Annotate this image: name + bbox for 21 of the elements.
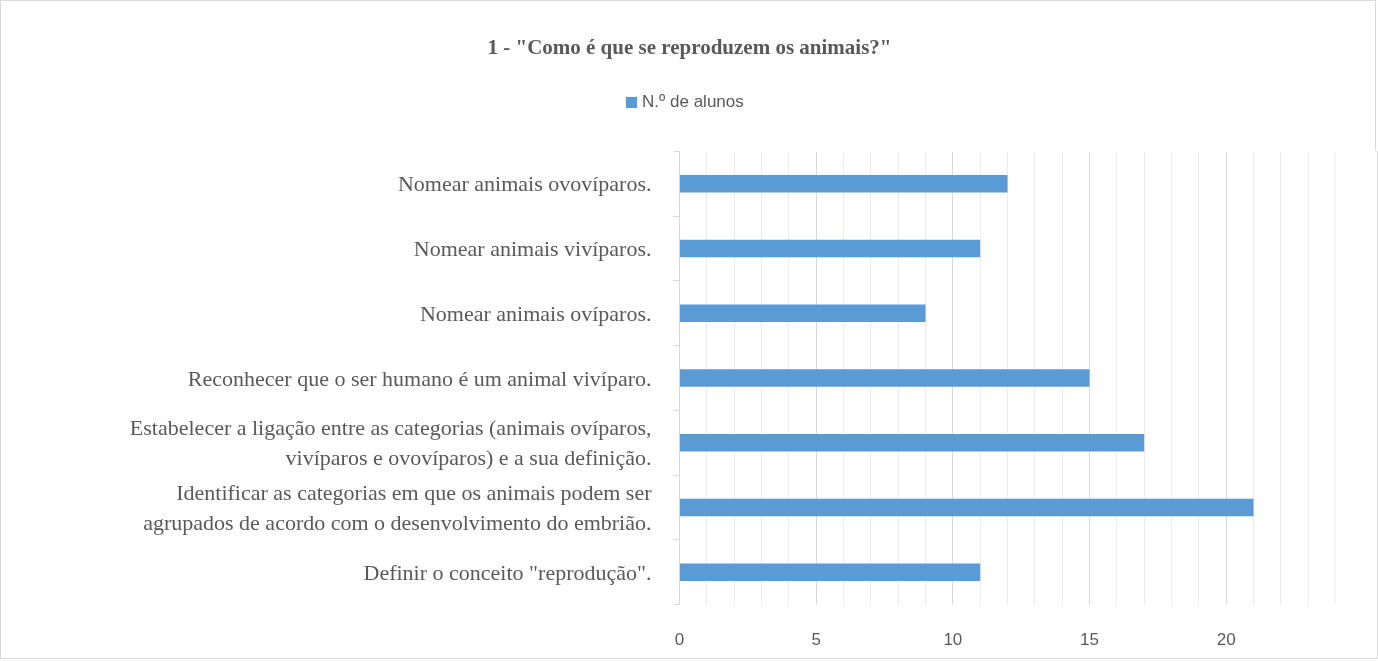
y-tick-label: Estabelecer a ligação entre as categorias (animais ovíparos, vivíparos e ovovíparos) e a sua definição. [129,415,652,471]
x-tick-label: 5 [811,629,821,649]
y-tick-label: Nomear animais ovíparos. [419,300,652,326]
legend-label: N.º de alunos [642,92,744,112]
bar [679,498,1254,517]
y-tick-label: Nomear animais vivíparos. [413,236,652,262]
bar [679,369,1090,387]
bar [679,239,981,258]
chart-title: 1 - "Como é que se reproduzem os animais?" [487,34,892,59]
bar [679,563,981,581]
x-tick-label: 0 [674,629,685,649]
x-tick-label: 10 [943,629,963,649]
bar [679,175,1008,193]
x-tick-label: 20 [1216,629,1236,649]
y-tick-label: Nomear animais ovovíparos. [397,171,652,197]
bar [679,304,926,323]
bar [679,433,1145,452]
y-tick-label: Identificar as categorias em que os animais podem ser agrupados de acordo com o desenvolvimento do embrião. [143,479,653,535]
x-tick-label: 15 [1080,629,1099,649]
y-tick-label: Reconhecer que o ser humano é um animal vivíparo. [187,365,652,391]
y-tick-label: Definir o conceito "reprodução". [363,559,652,585]
